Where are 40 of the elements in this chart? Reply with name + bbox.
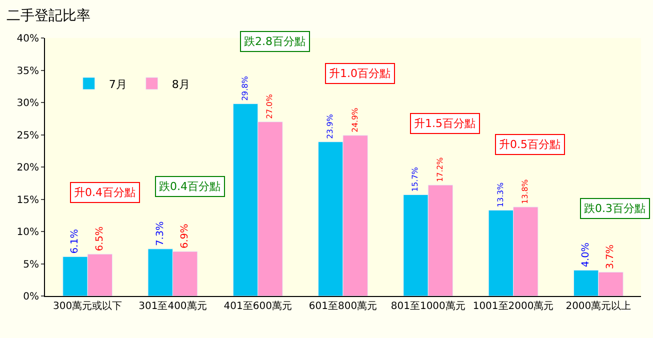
y-tick-label: 15% [16,194,39,206]
y-tick-label: 35% [16,66,39,77]
legend-label: 7月 [108,78,127,91]
y-tick-label: 30% [16,98,39,109]
data-label: 7.3% [154,221,166,246]
annotation: 跌0.4百分點 [159,180,220,193]
legend-label: 8月 [172,78,190,91]
annotation: 升1.0百分點 [329,67,390,80]
data-label: 27.0% [265,94,274,119]
chart-title: 二手登記比率 [6,8,91,24]
data-label: 15.7% [410,167,420,192]
y-tick-label: 10% [16,227,39,238]
data-label: 6.9% [179,224,190,248]
y-tick-label: 0% [23,292,39,302]
annotation: 升1.5百分點 [414,117,476,130]
annotation: 升0.5百分點 [499,138,560,151]
data-label: 4.0% [580,242,592,268]
annotation: 跌0.3百分點 [584,202,646,215]
x-tick-label: 2000萬元以上 [566,300,632,312]
x-tick-label: 801至1000萬元 [390,300,466,312]
x-tick-label: 300萬元或以下 [53,300,122,312]
y-tick-label: 20% [16,162,39,174]
data-label: 13.8% [520,179,530,204]
x-tick-label: 601至800萬元 [308,300,378,312]
y-tick-label: 25% [16,130,39,142]
data-label: 29.8% [240,76,250,101]
data-label: 6.1% [70,228,81,254]
y-tick-label: 5% [23,259,39,270]
x-tick-label: 401至600萬元 [224,300,292,312]
data-label: 17.2% [435,157,444,182]
data-label: 24.9% [350,108,360,132]
annotation: 跌2.8百分點 [244,35,306,48]
y-tick-label: 40% [16,34,39,44]
x-tick-label: 1001至2000萬元 [472,300,554,312]
data-label: 13.3% [496,182,505,208]
data-label: 3.7% [605,244,616,270]
annotation: 升0.4百分點 [74,186,136,199]
data-label: 23.9% [326,114,335,139]
data-label: 6.5% [94,226,106,252]
x-tick-label: 301至400萬元 [138,300,207,312]
